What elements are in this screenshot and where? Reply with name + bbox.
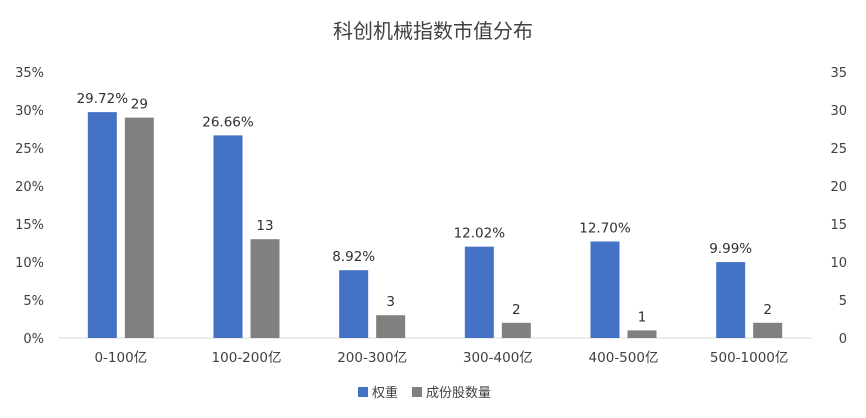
bar-weight (339, 270, 369, 338)
bar-weight (464, 246, 494, 338)
data-label: 2 (512, 302, 521, 318)
bar-count (501, 322, 531, 338)
right-tick-label: 10 (830, 256, 847, 271)
bar-count (627, 330, 657, 338)
chart-title: 科创机械指数市值分布 (333, 19, 533, 43)
data-label: 13 (256, 218, 273, 234)
left-tick-label: 35% (15, 66, 44, 81)
data-label: 12.02% (454, 226, 506, 242)
left-tick-label: 20% (15, 180, 44, 195)
bar-weight (590, 241, 620, 338)
left-y-axis: 0% 5% 10% 15% 20% 25% 30% 35% (15, 66, 44, 347)
right-tick-label: 30 (830, 104, 847, 119)
left-tick-label: 25% (15, 142, 44, 157)
left-tick-label: 0% (23, 332, 44, 347)
legend-label: 权重 (372, 385, 398, 401)
right-tick-label: 0 (839, 332, 847, 347)
left-tick-label: 5% (23, 294, 44, 309)
data-labels-group: 29.72% 29 26.66% 13 8.92% 3 12.02% 2 12.70% 1 9.99… (77, 91, 772, 325)
left-tick-label: 10% (15, 256, 44, 271)
right-tick-label: 20 (830, 180, 847, 195)
bar-weight (716, 262, 746, 338)
data-label: 2 (763, 302, 772, 318)
legend-swatch (358, 387, 368, 397)
bar-count (250, 239, 280, 338)
data-label: 8.92% (332, 249, 375, 265)
bar-count (124, 117, 154, 338)
right-tick-label: 5 (839, 294, 847, 309)
data-label: 29 (131, 97, 148, 113)
data-label: 3 (386, 294, 395, 310)
left-tick-label: 30% (15, 104, 44, 119)
right-tick-label: 35 (830, 66, 847, 81)
x-tick-label: 500-1000亿 (710, 350, 789, 366)
x-tick-label: 100-200亿 (212, 350, 282, 366)
legend-swatch (412, 387, 422, 397)
bar-count (753, 322, 783, 338)
legend: 权重 成份股数量 (358, 385, 491, 401)
x-tick-label: 200-300亿 (337, 350, 407, 366)
bar-weight (213, 135, 243, 338)
bar-weight (87, 112, 117, 339)
x-tick-label: 300-400亿 (463, 350, 533, 366)
data-label: 12.70% (579, 220, 631, 236)
bar-count (376, 315, 406, 338)
x-axis-labels: 0-100亿 100-200亿 200-300亿 300-400亿 400-500亿 50… (94, 350, 788, 366)
bars-group (87, 112, 783, 339)
x-tick-label: 0-100亿 (94, 350, 147, 366)
right-tick-label: 15 (830, 218, 847, 233)
right-tick-label: 25 (830, 142, 847, 157)
x-tick-label: 400-500亿 (589, 350, 659, 366)
data-label: 9.99% (709, 241, 752, 257)
left-tick-label: 15% (15, 218, 44, 233)
data-label: 29.72% (77, 91, 129, 107)
data-label: 1 (638, 309, 647, 325)
right-y-axis: 0 5 10 15 20 25 30 35 (830, 66, 847, 347)
data-label: 26.66% (202, 114, 254, 130)
legend-label: 成份股数量 (426, 386, 491, 401)
